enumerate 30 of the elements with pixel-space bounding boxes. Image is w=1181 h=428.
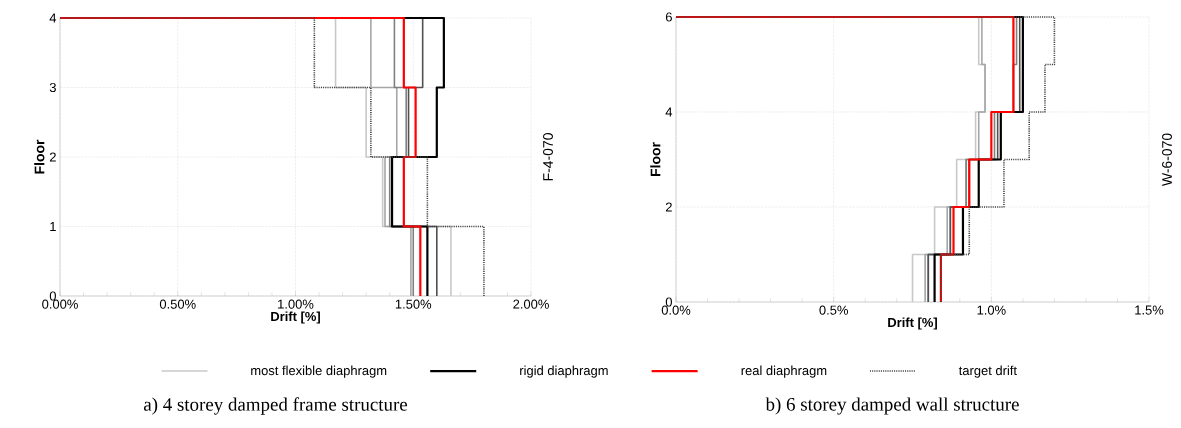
text: real diaphragm	[741, 365, 827, 378]
x-tick-label: 0.5%	[819, 305, 848, 315]
text: a) 4 storey damped frame structure	[143, 397, 408, 415]
x-tick-label: 1.5%	[1135, 305, 1164, 315]
text: target drift	[958, 365, 1017, 378]
y-axis-title: Floor	[34, 139, 45, 174]
y-tick-label: 0	[49, 291, 56, 301]
y-tick-label: 4	[665, 107, 673, 117]
x-axis-title: Drift [%]	[888, 317, 937, 330]
y-axis-title: Floor	[650, 142, 661, 176]
text: F-4-070	[543, 133, 553, 181]
y-tick-label: 6	[665, 12, 672, 22]
y-tick-label: 4	[49, 13, 57, 23]
x-tick-label: 0.50%	[159, 299, 196, 309]
text: b) 6 storey damped wall structure	[765, 397, 1019, 415]
x-tick-label: 0.00%	[42, 299, 78, 309]
x-tick-label: 2.00%	[513, 299, 549, 309]
x-tick-label: 1.50%	[395, 299, 432, 309]
y-tick-label: 2	[665, 202, 672, 212]
x-tick-label: 0.0%	[661, 305, 691, 315]
text: most flexible diaphragm	[251, 365, 387, 378]
text: W-6-070	[1162, 133, 1172, 187]
y-tick-label: 3	[49, 82, 56, 93]
x-tick-label: 1.0%	[977, 305, 1006, 315]
y-tick-label: 1	[50, 222, 56, 231]
x-tick-label: 1.00%	[278, 299, 314, 309]
x-axis-title: Drift [%]	[271, 311, 320, 324]
y-tick-label: 2	[49, 152, 56, 162]
y-tick-label: 0	[665, 297, 672, 307]
text: rigid diaphragm	[520, 365, 608, 378]
